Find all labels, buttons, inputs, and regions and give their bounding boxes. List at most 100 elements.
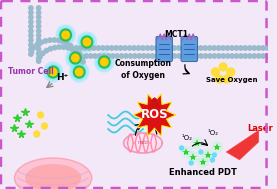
Circle shape [84,54,88,58]
Circle shape [93,54,97,58]
Circle shape [92,46,96,50]
Circle shape [111,54,115,58]
Circle shape [37,24,41,29]
Circle shape [101,58,108,66]
Circle shape [37,47,41,51]
Ellipse shape [25,164,81,189]
Circle shape [199,150,203,154]
Circle shape [29,15,33,19]
Circle shape [243,54,248,58]
Circle shape [219,63,227,71]
Circle shape [243,46,247,50]
Circle shape [142,54,146,58]
Circle shape [136,46,141,50]
Circle shape [37,42,41,47]
Circle shape [37,15,41,19]
Circle shape [199,54,203,58]
Circle shape [225,54,230,58]
Circle shape [123,46,127,50]
Circle shape [72,54,79,62]
Circle shape [52,38,56,42]
Circle shape [45,64,61,80]
Circle shape [37,33,41,38]
Circle shape [102,54,106,58]
FancyBboxPatch shape [156,36,172,61]
Circle shape [95,52,114,72]
Circle shape [119,46,123,50]
Text: ¹O₂: ¹O₂ [181,135,193,141]
Circle shape [119,54,124,58]
Circle shape [70,52,81,64]
Circle shape [87,46,92,50]
Circle shape [37,52,41,56]
Circle shape [155,54,159,58]
Circle shape [81,60,85,64]
Circle shape [124,54,128,58]
Circle shape [89,54,93,58]
Circle shape [105,46,109,50]
Circle shape [212,54,217,58]
Circle shape [29,29,33,33]
Text: MCT1: MCT1 [165,30,189,39]
Circle shape [29,49,34,54]
Circle shape [81,36,93,48]
Circle shape [212,153,216,157]
Circle shape [43,62,63,82]
Text: ROS: ROS [141,108,168,122]
Circle shape [181,54,186,58]
Circle shape [79,34,95,50]
Circle shape [96,46,101,50]
Circle shape [150,46,154,50]
Circle shape [190,46,194,50]
Circle shape [265,54,270,58]
Circle shape [97,54,112,70]
Circle shape [73,50,78,54]
Circle shape [164,54,168,58]
Circle shape [74,46,78,50]
Circle shape [207,46,212,50]
Circle shape [69,44,73,48]
Circle shape [230,54,234,58]
Circle shape [181,46,185,50]
Circle shape [37,10,41,15]
Circle shape [78,52,82,56]
Ellipse shape [14,158,92,189]
Circle shape [202,149,213,160]
Circle shape [127,46,132,50]
Circle shape [57,38,61,43]
Circle shape [47,66,59,78]
Text: Save Oxygen: Save Oxygen [206,77,258,83]
Circle shape [216,46,221,50]
Circle shape [60,29,71,41]
Circle shape [73,51,77,56]
Circle shape [194,46,198,50]
Circle shape [168,46,172,50]
Circle shape [208,54,212,58]
Circle shape [199,46,203,50]
Circle shape [198,156,208,167]
Circle shape [37,38,41,42]
Circle shape [221,54,225,58]
Circle shape [50,68,57,76]
Circle shape [248,54,252,58]
Circle shape [221,46,225,50]
Circle shape [106,54,111,58]
Circle shape [190,54,194,58]
Circle shape [48,38,52,42]
Circle shape [32,45,36,50]
Circle shape [252,54,257,58]
Text: Enhanced PDT: Enhanced PDT [169,168,237,177]
Circle shape [61,45,66,49]
Circle shape [57,45,61,49]
Circle shape [114,46,118,50]
Circle shape [71,47,76,52]
Circle shape [230,46,234,50]
Circle shape [53,45,57,50]
Circle shape [38,112,43,118]
Circle shape [81,55,85,60]
Circle shape [115,54,119,58]
Text: ¹O₂: ¹O₂ [208,130,219,136]
Circle shape [65,41,69,46]
Circle shape [234,46,238,50]
Circle shape [39,40,43,45]
